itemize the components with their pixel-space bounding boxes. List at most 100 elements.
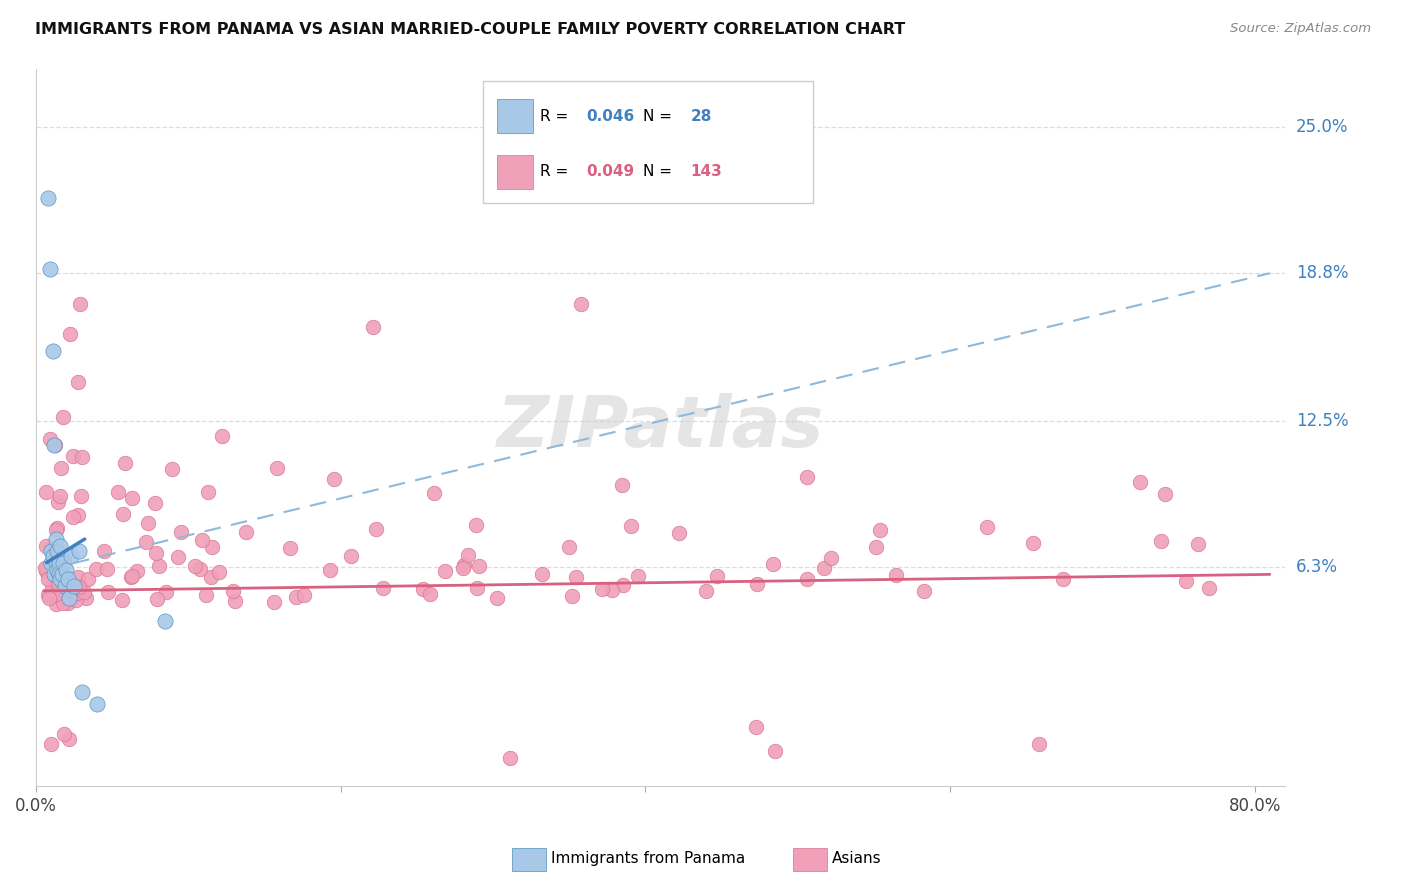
Point [70, 489, 93, 503]
Point [627, 568, 650, 582]
Point [1150, 533, 1173, 548]
Point [796, 470, 818, 484]
Point [620, 519, 643, 533]
Point [361, 320, 384, 334]
Point [62, 449, 84, 463]
Point [52, 556, 75, 570]
Point [318, 563, 340, 577]
Point [668, 525, 690, 540]
Text: N =: N = [643, 164, 676, 179]
Point [612, 578, 634, 592]
Point [467, 581, 489, 595]
Point [166, 549, 188, 564]
Point [38, 261, 60, 276]
Point [66, 570, 89, 584]
Text: 28: 28 [690, 109, 711, 123]
Point [1154, 487, 1177, 501]
Point [93, 544, 115, 558]
Point [763, 744, 786, 758]
Point [35, 560, 58, 574]
Point [1129, 475, 1152, 490]
Point [486, 591, 509, 606]
Point [70, 685, 93, 699]
Point [107, 485, 129, 500]
Point [46, 575, 69, 590]
Point [59, 326, 82, 341]
Point [49, 572, 72, 586]
Point [65, 593, 87, 607]
Point [148, 559, 170, 574]
Point [44, 567, 66, 582]
Point [1052, 572, 1074, 586]
Text: R =: R = [540, 109, 574, 123]
Point [70, 450, 93, 464]
Point [200, 570, 222, 584]
Point [1198, 581, 1220, 595]
Point [66, 508, 89, 522]
Point [66, 375, 89, 389]
Point [155, 584, 177, 599]
Point [235, 525, 257, 540]
Point [63, 579, 86, 593]
Point [44, 438, 66, 452]
Point [48, 556, 70, 570]
Point [266, 461, 288, 475]
Point [84, 562, 107, 576]
Point [77, 572, 100, 586]
Point [170, 524, 193, 539]
Point [125, 564, 148, 578]
Point [45, 521, 67, 535]
Point [121, 568, 143, 582]
Point [52, 727, 75, 741]
Point [224, 594, 246, 608]
Point [111, 593, 134, 607]
Text: 25.0%: 25.0% [1296, 119, 1348, 136]
Point [52, 596, 75, 610]
Point [39, 541, 62, 556]
Point [114, 456, 136, 470]
Point [976, 520, 998, 534]
Point [45, 597, 67, 611]
Point [294, 588, 316, 602]
Point [557, 540, 579, 554]
Point [55, 563, 77, 577]
Point [58, 596, 80, 610]
Point [591, 582, 613, 597]
Point [46, 563, 69, 577]
Point [1187, 537, 1209, 551]
Point [35, 539, 58, 553]
Point [423, 486, 446, 500]
Point [323, 473, 346, 487]
Point [201, 540, 224, 554]
Point [45, 523, 67, 537]
Text: ZIPatlas: ZIPatlas [496, 392, 824, 462]
Point [41, 343, 63, 358]
Point [121, 491, 143, 506]
Point [530, 566, 553, 581]
Point [195, 588, 218, 602]
Text: 143: 143 [690, 164, 723, 179]
Point [66, 586, 89, 600]
Point [211, 428, 233, 442]
Text: R =: R = [540, 164, 574, 179]
Point [56, 572, 79, 586]
Point [75, 591, 97, 605]
Point [39, 556, 62, 570]
Point [35, 485, 58, 500]
Point [222, 583, 245, 598]
Point [45, 556, 67, 570]
Text: N =: N = [643, 109, 676, 123]
Point [284, 590, 307, 604]
Point [706, 568, 728, 582]
Point [48, 546, 70, 560]
Point [453, 558, 475, 572]
Point [96, 562, 118, 576]
Point [97, 585, 120, 599]
Point [35, 564, 58, 578]
Text: Immigrants from Panama: Immigrants from Panama [551, 851, 745, 865]
Point [184, 559, 207, 574]
Point [145, 546, 167, 560]
Point [190, 533, 212, 547]
Point [45, 532, 67, 546]
Point [143, 496, 166, 510]
